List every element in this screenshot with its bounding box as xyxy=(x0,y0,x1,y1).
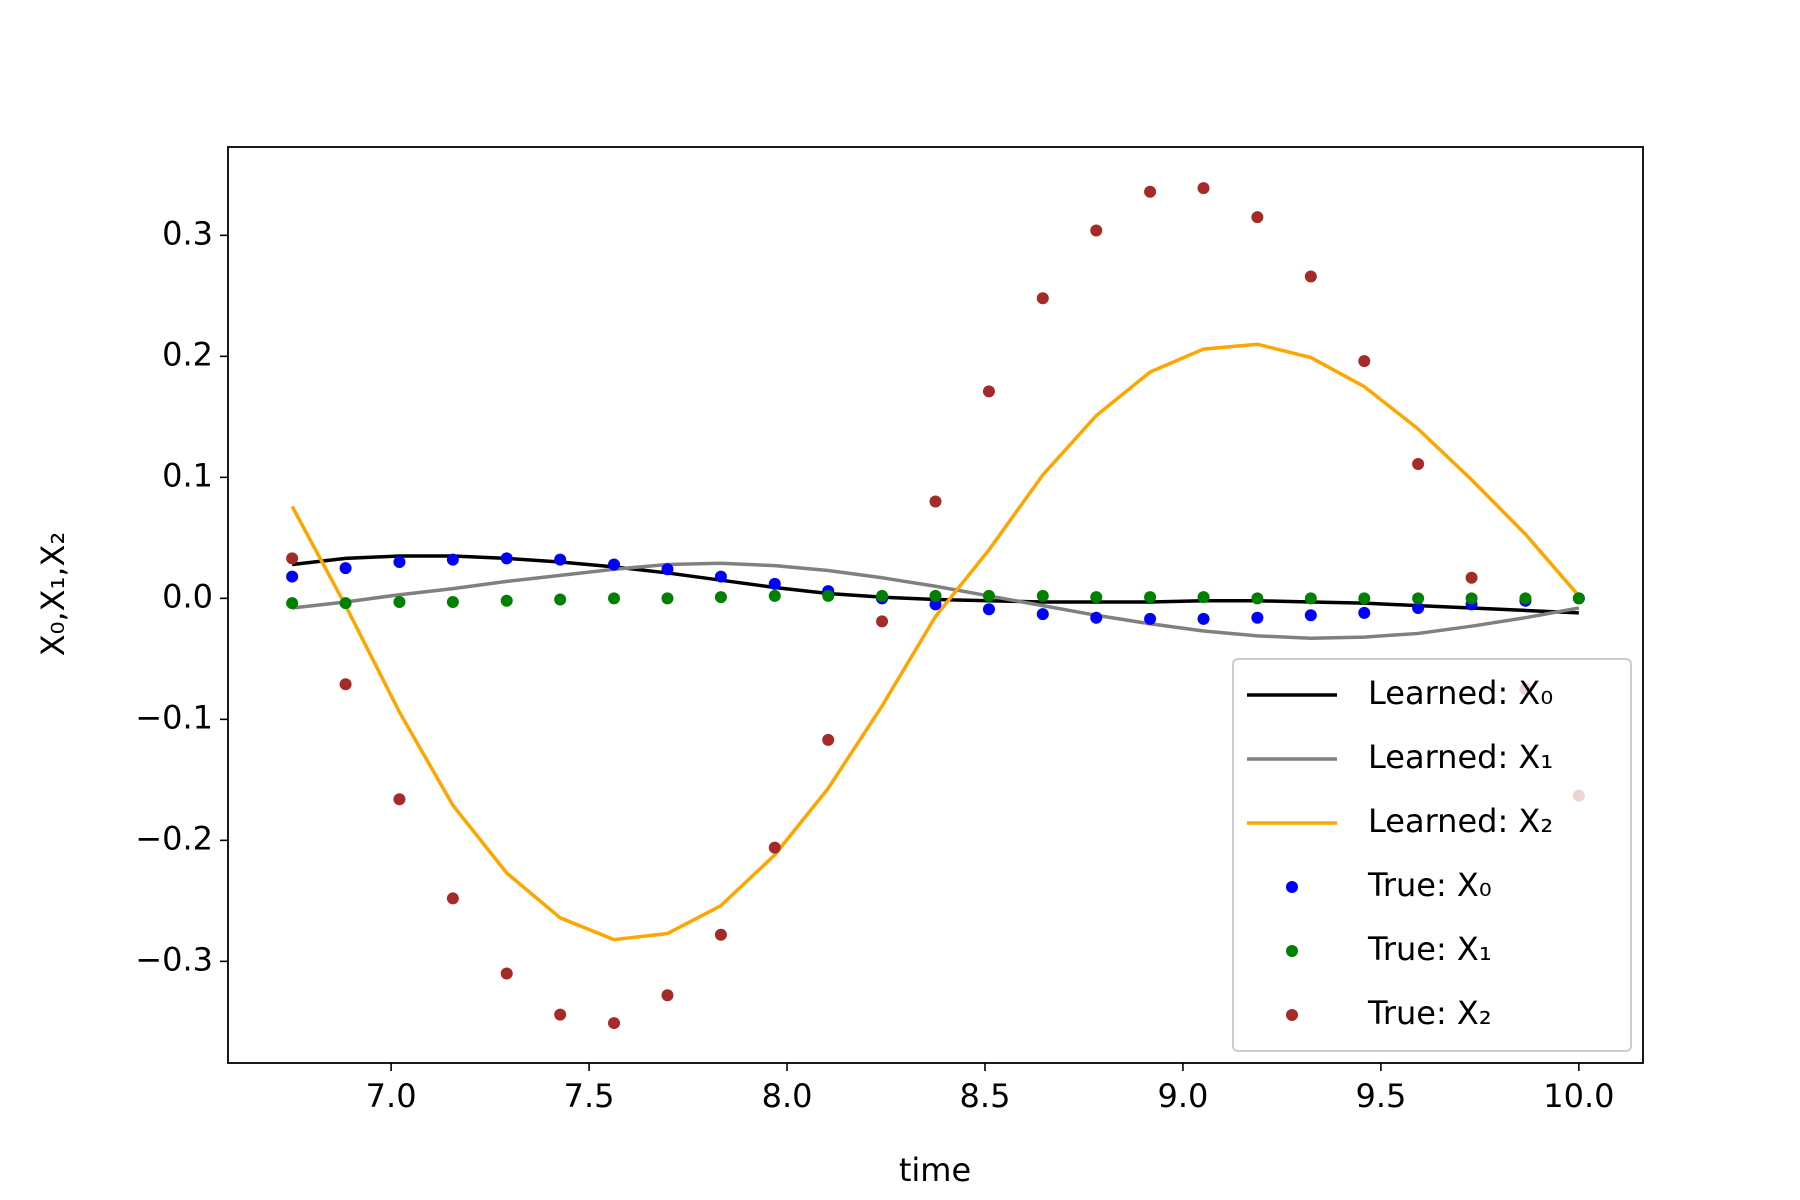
point xyxy=(1144,612,1157,625)
point xyxy=(608,1017,621,1030)
x-tick-label: 8.5 xyxy=(960,1077,1011,1115)
point xyxy=(822,733,835,746)
point xyxy=(446,553,459,566)
legend-swatch xyxy=(1286,945,1298,957)
point xyxy=(1090,224,1103,237)
point xyxy=(876,589,889,602)
point xyxy=(768,577,781,590)
legend-label: True: X₀ xyxy=(1367,866,1492,904)
point xyxy=(393,556,406,569)
y-tick-label: 0.3 xyxy=(162,214,213,252)
x-tick-label: 8.0 xyxy=(762,1077,813,1115)
point xyxy=(500,552,513,565)
y-tick-label: −0.1 xyxy=(135,698,213,736)
point xyxy=(1036,608,1049,621)
point xyxy=(1090,591,1103,604)
plot-frame xyxy=(227,146,1644,1064)
point xyxy=(1036,589,1049,602)
point xyxy=(1572,592,1585,605)
x-tick-label: 9.5 xyxy=(1355,1077,1406,1115)
point xyxy=(768,589,781,602)
x-axis-label: time xyxy=(899,1151,971,1189)
point xyxy=(982,589,995,602)
point xyxy=(339,678,352,691)
point xyxy=(1090,611,1103,624)
legend-label: True: X₂ xyxy=(1367,994,1492,1032)
point xyxy=(1144,185,1157,198)
legend-label: Learned: X₂ xyxy=(1368,802,1553,840)
point xyxy=(339,562,352,575)
point xyxy=(1197,182,1210,195)
line xyxy=(291,561,1580,641)
point xyxy=(929,598,942,611)
y-tick-label: −0.3 xyxy=(135,940,213,978)
point xyxy=(1412,602,1425,615)
y-axis-label: X₀,X₁,X₂ xyxy=(34,532,72,657)
point xyxy=(608,558,621,571)
point xyxy=(393,793,406,806)
point xyxy=(929,495,942,508)
point xyxy=(1519,592,1532,605)
point xyxy=(661,563,674,576)
point xyxy=(1197,612,1210,625)
y-tick-label: 0.2 xyxy=(162,335,213,373)
point xyxy=(1197,591,1210,604)
point xyxy=(714,928,727,941)
point xyxy=(768,841,781,854)
point xyxy=(714,570,727,583)
point xyxy=(876,615,889,628)
point xyxy=(500,967,513,980)
point xyxy=(822,589,835,602)
point xyxy=(1251,211,1264,224)
point xyxy=(446,595,459,608)
point xyxy=(929,589,942,602)
point xyxy=(554,553,567,566)
point xyxy=(1358,592,1371,605)
point xyxy=(608,592,621,605)
legend-label: Learned: X₀ xyxy=(1368,674,1553,712)
point xyxy=(554,1008,567,1021)
point xyxy=(339,597,352,610)
legend-box xyxy=(1232,658,1632,1052)
x-tick-label: 10.0 xyxy=(1543,1077,1614,1115)
point xyxy=(1412,592,1425,605)
y-tick-label: 0.0 xyxy=(162,577,213,615)
x-tick-label: 7.0 xyxy=(366,1077,417,1115)
point xyxy=(1144,591,1157,604)
point xyxy=(982,603,995,616)
point xyxy=(554,593,567,606)
point xyxy=(1304,592,1317,605)
point xyxy=(1304,609,1317,622)
line xyxy=(290,342,1581,942)
y-tick-label: −0.2 xyxy=(135,819,213,857)
point xyxy=(1465,571,1478,584)
point xyxy=(1358,606,1371,619)
point xyxy=(286,570,299,583)
point xyxy=(714,591,727,604)
point xyxy=(286,597,299,610)
point xyxy=(1304,270,1317,283)
legend-swatch xyxy=(1286,881,1298,893)
point xyxy=(982,385,995,398)
legend-label: Learned: X₁ xyxy=(1368,738,1553,776)
point xyxy=(1465,592,1478,605)
point xyxy=(1036,292,1049,305)
point xyxy=(661,592,674,605)
y-tick-label: 0.1 xyxy=(162,456,213,494)
point xyxy=(286,552,299,565)
point xyxy=(500,594,513,607)
point xyxy=(393,595,406,608)
point xyxy=(1251,611,1264,624)
legend-label: True: X₁ xyxy=(1367,930,1492,968)
point xyxy=(1358,355,1371,368)
point xyxy=(1412,458,1425,471)
point xyxy=(446,892,459,905)
point xyxy=(1251,592,1264,605)
x-tick-label: 9.0 xyxy=(1158,1077,1209,1115)
point xyxy=(661,989,674,1002)
x-tick-label: 7.5 xyxy=(564,1077,615,1115)
legend-swatch xyxy=(1286,1009,1298,1021)
